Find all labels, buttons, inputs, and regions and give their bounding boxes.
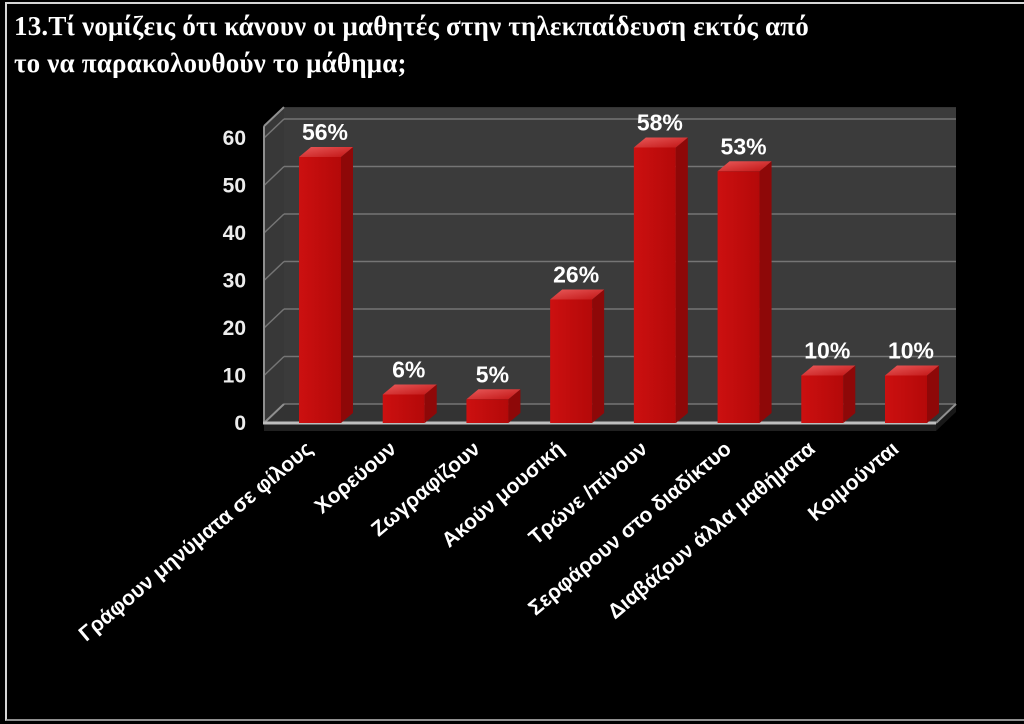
bar-side-face [341, 147, 353, 423]
wall-top-edge [263, 106, 285, 127]
bar-top-face [466, 389, 521, 400]
bar-value-label: 26% [553, 262, 599, 288]
y-axis-tick-label: 50 [223, 175, 246, 198]
bar-value-label: 58% [637, 110, 683, 136]
chart-floor-slab-side [936, 404, 956, 431]
bar-side-face [592, 289, 605, 423]
category-label: Γράφουν μηνύματα σε φίλους [75, 437, 318, 646]
bar-value-label: 10% [888, 338, 934, 364]
floor-right-edge [935, 403, 957, 424]
bar-top-face [382, 384, 437, 395]
chart-floor-slab-front [264, 423, 936, 431]
chart-title: 13.Τί νομίζεις ότι κάνουν οι μαθητές στη… [14, 8, 874, 82]
bar-value-label: 56% [302, 119, 348, 145]
bar-side-face [424, 384, 437, 423]
bar-side-face [675, 137, 688, 423]
chart-floor [264, 404, 956, 423]
gridline-leftwall [263, 308, 285, 329]
y-axis-tick-label: 10 [223, 365, 246, 388]
bar-side-face [927, 365, 939, 423]
y-axis-tick-label: 40 [223, 222, 246, 245]
y-axis-tick-label: 30 [223, 270, 246, 293]
chart-back-wall [284, 107, 956, 404]
chart-title-line1: 13.Τί νομίζεις ότι κάνουν οι μαθητές στη… [14, 11, 809, 41]
y-axis-tick-label: 60 [223, 127, 246, 150]
bar [466, 399, 509, 423]
bar [633, 147, 676, 423]
bar-side-face [843, 365, 856, 423]
bar-top-face [550, 289, 605, 300]
bar-top-face [885, 365, 939, 376]
bar-top-face [717, 161, 772, 172]
chart-title-line2: το να παρακολουθούν το μάθημα; [14, 48, 407, 78]
bar [885, 375, 927, 423]
bar-value-label: 5% [476, 361, 509, 387]
category-label: Κοιμούνται [804, 437, 904, 526]
gridline-leftwall [263, 118, 285, 139]
bar-top-face [299, 147, 353, 157]
bar-side-face [508, 389, 521, 423]
y-axis-tick-label: 20 [223, 317, 246, 340]
bar [299, 157, 341, 423]
bar [382, 394, 425, 423]
y-axis-tick-label: 0 [234, 412, 246, 435]
gridline-leftwall [263, 165, 285, 187]
bar-value-label: 10% [804, 338, 850, 364]
bar-value-label: 53% [721, 133, 767, 159]
chart-left-wall [264, 107, 284, 423]
bar-side-face [759, 161, 772, 423]
bar-top-face [801, 365, 856, 376]
gridline-leftwall [263, 260, 285, 282]
bar [717, 171, 760, 423]
bar-top-face [633, 137, 688, 148]
bar [550, 299, 593, 423]
gridline-leftwall [263, 213, 285, 234]
floor-left-edge [263, 403, 285, 424]
gridline-leftwall [263, 355, 285, 377]
bar-value-label: 6% [392, 357, 425, 383]
bar [801, 375, 844, 423]
